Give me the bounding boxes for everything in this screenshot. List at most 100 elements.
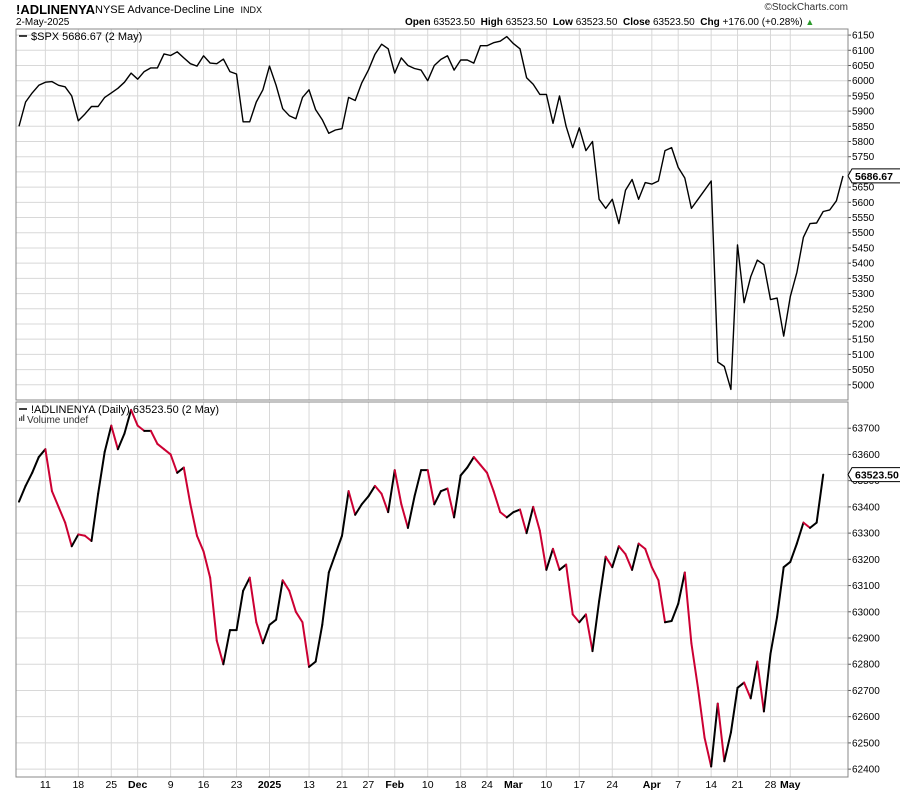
- adline-segment: [426, 469, 436, 506]
- x-tick-label: 7: [675, 779, 681, 791]
- x-tick-label: May: [780, 779, 801, 791]
- adline-segment: [406, 495, 416, 529]
- y-tick-label: 5600: [852, 198, 875, 209]
- y-tick-label: 5500: [852, 228, 875, 239]
- adline-segment: [545, 547, 554, 571]
- adline-segment: [499, 511, 508, 519]
- adline-segment: [314, 623, 324, 663]
- adline-segment: [611, 545, 620, 569]
- adline-segment: [466, 456, 475, 469]
- adline-segment: [195, 534, 205, 553]
- adline-segment: [334, 534, 344, 556]
- adline-segment: [380, 492, 390, 514]
- adline-segment: [505, 511, 515, 519]
- adline-segment: [123, 408, 133, 435]
- adline-segment: [657, 579, 667, 624]
- y-tick-label: 62500: [852, 738, 880, 749]
- adline-segment: [202, 550, 212, 579]
- y-tick-label: 5450: [852, 243, 875, 254]
- adline-segment: [729, 686, 739, 734]
- chart-symbol: !ADLINENYA: [16, 2, 95, 17]
- adline-segment: [222, 629, 231, 666]
- adline-segment: [110, 424, 119, 451]
- adline-segment: [809, 521, 818, 529]
- adline-segment: [453, 474, 462, 519]
- y-tick-label: 5150: [852, 335, 875, 346]
- adline-segment: [723, 731, 732, 763]
- adline-segment: [736, 681, 746, 689]
- adline-segment: [604, 555, 614, 569]
- adline-segment: [789, 542, 798, 563]
- adline-segment: [235, 589, 245, 632]
- adline-segment: [518, 508, 528, 535]
- high-value: 63523.50: [505, 17, 548, 28]
- adline-segment: [512, 508, 521, 514]
- adline-segment: [584, 613, 594, 653]
- adline-segment: [90, 492, 100, 542]
- adline-segment: [347, 490, 357, 516]
- adline-segment: [716, 702, 726, 763]
- adline-segment: [631, 542, 640, 571]
- y-tick-label: 5100: [852, 350, 875, 361]
- adline-segment: [393, 469, 403, 506]
- adline-segment: [743, 681, 752, 700]
- adline-segment: [149, 429, 159, 445]
- volume-bars-icon: [19, 417, 21, 421]
- x-tick-label: 25: [105, 779, 117, 791]
- y-tick-label: 63300: [852, 529, 880, 540]
- adline-segment: [176, 466, 185, 474]
- y-tick-label: 5050: [852, 365, 875, 376]
- x-tick-label: 10: [422, 779, 434, 791]
- adline-segment: [209, 576, 218, 642]
- x-tick-label: 21: [336, 779, 348, 791]
- adline-segment: [637, 542, 647, 550]
- x-tick-label: 17: [573, 779, 585, 791]
- adline-segment: [169, 453, 179, 474]
- y-tick-label: 62900: [852, 634, 880, 645]
- spx-price-panel: 5000 5050 5100 5150 5200 5250 5300 5350 5400 5450…: [15, 28, 900, 401]
- adline-segment: [439, 487, 449, 493]
- adline-segment: [215, 639, 225, 666]
- adline-segment: [795, 521, 805, 545]
- y-tick-label: 5250: [852, 304, 875, 315]
- adline-segment: [776, 566, 785, 619]
- adline-segment: [598, 555, 607, 603]
- panel-title: !ADLINENYA (Daily) 63523.50 (2 May): [31, 404, 219, 416]
- y-tick-label: 5750: [852, 152, 875, 163]
- adline-segment: [18, 484, 27, 503]
- open-value: 63523.50: [433, 17, 476, 28]
- adline-segment: [525, 505, 535, 535]
- adline-segment: [756, 660, 765, 713]
- adline-segment: [116, 432, 126, 451]
- y-tick-label: 63700: [852, 424, 880, 435]
- x-tick-label: 23: [231, 779, 243, 791]
- adline-segment: [472, 456, 482, 466]
- adline-segment: [77, 533, 86, 537]
- adline-segment: [130, 408, 139, 427]
- adline-segment: [749, 660, 759, 700]
- y-tick-label: 62700: [852, 686, 880, 697]
- adline-segment: [70, 533, 80, 548]
- copyright-notice[interactable]: ©StockCharts.com: [764, 2, 848, 13]
- adline-segment: [136, 424, 146, 432]
- adline-segment: [664, 619, 673, 624]
- up-arrow-icon: ▲: [805, 17, 815, 27]
- adline-segment: [479, 463, 489, 474]
- adline-segment: [532, 505, 541, 532]
- y-tick-label: 63200: [852, 555, 880, 566]
- adline-segment: [650, 566, 660, 582]
- spx-series-line: [18, 35, 844, 391]
- panel-title: $SPX 5686.67 (2 May): [31, 31, 142, 43]
- adline-segment: [248, 576, 258, 624]
- adline-segment: [327, 553, 337, 574]
- x-tick-label: 24: [606, 779, 618, 791]
- high-label: High: [480, 17, 503, 28]
- adline-segment: [156, 442, 166, 451]
- y-tick-label: 63400: [852, 502, 880, 513]
- adline-segment: [690, 642, 699, 689]
- adline-segment: [769, 616, 779, 655]
- y-tick-label: 5850: [852, 122, 875, 133]
- adline-segment: [50, 490, 60, 508]
- x-tick-label: 18: [455, 779, 467, 791]
- close-label: Close: [622, 17, 651, 28]
